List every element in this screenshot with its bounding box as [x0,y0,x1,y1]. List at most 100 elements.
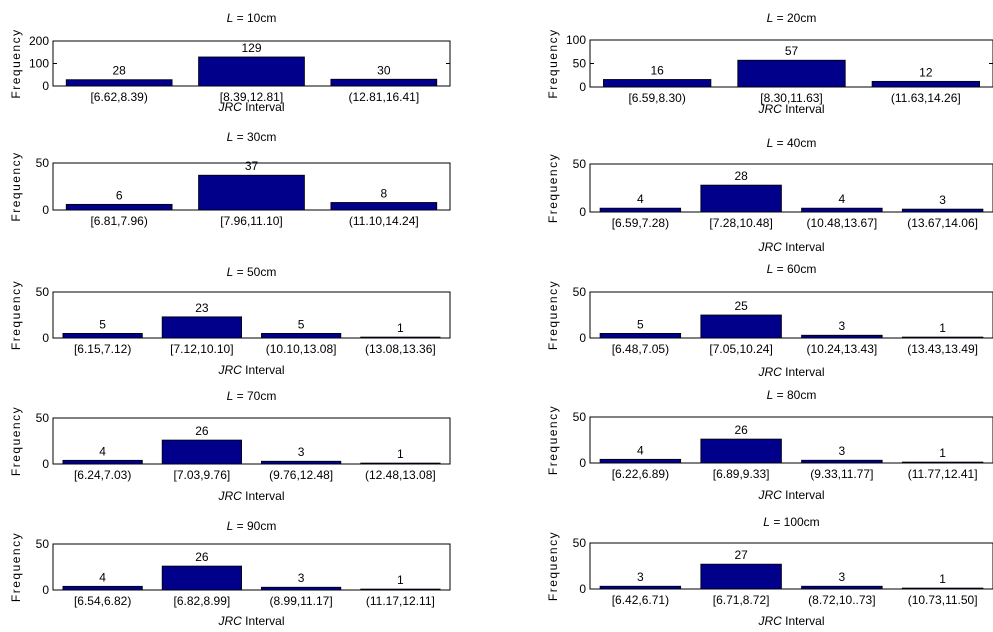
bar [901,208,984,213]
y-axis-label: Frequency [9,406,23,476]
bar [198,56,305,87]
subplot-title: L = 30cm [227,130,277,144]
bar-value-label: 3 [298,571,305,585]
bar [700,314,782,339]
bar [62,585,143,591]
bar-value-label: 3 [839,444,846,458]
bar [801,459,883,464]
bar-value-label: 12 [919,65,933,79]
bar-value-label: 1 [397,573,404,587]
bar-value-label: 23 [195,301,209,315]
y-axis-label: Frequency [546,280,560,350]
bar-value-label: 25 [734,299,748,313]
bar [161,439,242,465]
bar-value-label: 26 [734,423,748,437]
bar-value-label: 8 [380,186,387,200]
axes-frame [589,163,993,213]
bar [700,563,782,590]
subplot-title: L = 50cm [227,265,277,279]
x-tick-label: [6.59,7.28) [612,216,669,230]
bar [599,458,682,464]
bar-value-label: 3 [939,193,946,207]
subplot-title: L = 20cm [767,11,817,25]
subplot-title: L = 70cm [227,389,277,403]
bar-value-label: 28 [112,64,126,78]
x-tick-label: [8.30,11.63] [760,91,823,105]
x-tick-label: (8.99,11.17] [270,594,333,608]
y-tick-label: 0 [42,203,49,217]
subplot-8: L = 80cm 0 50 Frequency 4 [6.22,6.89) 26 [6.89,… [546,388,993,502]
x-axis-label: JRC Interval [757,614,824,628]
y-tick-label: 50 [573,285,587,299]
subplot-6: L = 60cm 0 50 Frequency 5 [6.48,7.05) 25 [7.05,… [546,262,993,379]
bar [360,336,441,339]
bar-value-label: 1 [939,321,946,335]
x-tick-label: (10.10,13.08] [266,342,337,356]
x-axis-label: JRC Interval [757,488,824,502]
y-tick-label: 0 [579,331,586,345]
subplot-title: L = 100cm [763,515,819,529]
y-tick-label: 0 [42,457,49,471]
axes-frame [52,543,451,591]
bar [261,332,342,339]
subplot-title: L = 60cm [767,262,817,276]
x-tick-label: (13.67,14.06] [907,216,978,230]
bar-value-label: 5 [637,317,644,331]
y-tick-label: 0 [579,456,586,470]
bar [700,438,782,464]
bar-value-label: 1 [939,446,946,460]
bar [700,184,782,213]
y-tick-label: 50 [573,536,587,550]
bar-value-label: 5 [99,317,106,331]
y-axis-label: Frequency [9,280,23,350]
bar [62,459,143,465]
x-axis-label: JRC Interval [217,489,284,503]
bar-value-label: 3 [839,319,846,333]
bar [261,586,342,591]
bar-value-label: 37 [245,159,259,173]
bar-value-label: 3 [839,570,846,584]
y-tick-label: 200 [29,34,49,48]
x-tick-label: (11.10,14.24] [349,214,419,228]
bar [871,80,980,88]
y-axis-label: Frequency [546,405,560,475]
bar [65,203,173,211]
y-tick-label: 50 [573,57,587,71]
x-tick-label: (11.63,14.26] [891,91,961,105]
bar-value-label: 1 [397,321,404,335]
x-tick-label: (8.72,10..73] [808,593,875,607]
x-axis-label: JRC Interval [757,365,824,379]
x-tick-label: (13.43,13.49] [907,342,978,356]
bar-value-label: 26 [195,424,209,438]
x-tick-label: [6.81,7.96) [90,214,147,228]
subplot-4: L = 40cm 0 50 Frequency 4 [6.59,7.28) 28 [7.28,… [546,136,993,254]
bar-value-label: 26 [195,550,209,564]
bar-value-label: 3 [298,445,305,459]
y-axis-label: Frequency [9,28,23,98]
subplot-5: L = 50cm 0 50 Frequency 5 [6.15,7.12) 23 [7.12,… [9,265,451,377]
x-axis-label: JRC Interval [217,614,284,628]
x-tick-label: (10.24,13.43] [807,342,878,356]
y-tick-label: 50 [573,157,587,171]
bar-value-label: 3 [637,570,644,584]
x-tick-label: [7.03,9.76] [174,468,231,482]
x-axis-label: JRC Interval [217,100,284,114]
bar [901,587,984,590]
x-tick-label: (12.81,16.41] [348,90,419,104]
subplot-1: L = 10cm 0 100 200 Frequency 28 [6.62,8.39) 129… [9,11,451,114]
bar [360,588,441,591]
bar-value-label: 5 [298,317,305,331]
y-axis-label: Frequency [546,531,560,601]
bar [801,207,883,213]
y-tick-label: 0 [42,331,49,345]
bar [737,59,846,88]
x-tick-label: [7.96,11.10] [220,214,283,228]
bar-value-label: 6 [116,188,123,202]
y-axis-label: Frequency [546,28,560,98]
bar-value-label: 16 [650,63,664,77]
x-tick-label: [7.28,10.48] [709,216,772,230]
y-tick-label: 100 [29,57,49,71]
subplot-10: L = 100cm 0 50 Frequency 3 [6.42,6.71) 27 [6.71… [546,515,993,628]
bar-value-label: 1 [939,572,946,586]
